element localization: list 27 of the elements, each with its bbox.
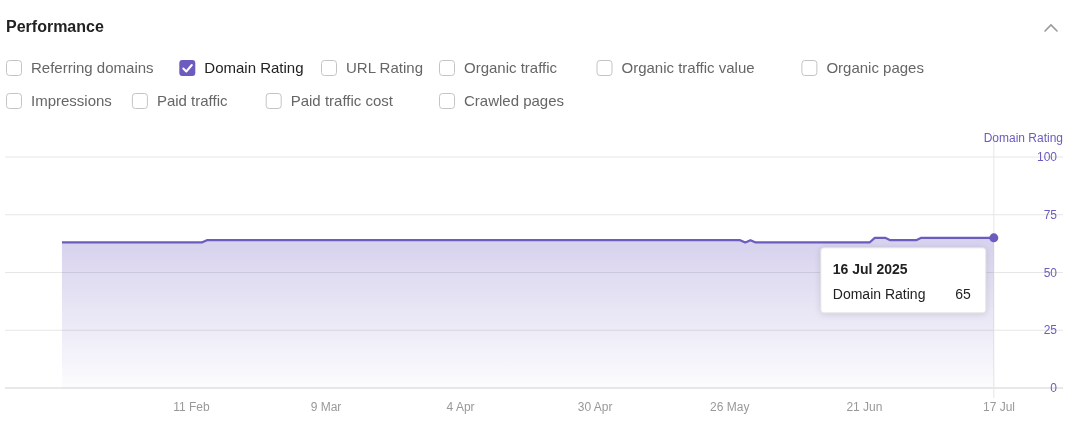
text: Crawled pages [464,92,565,109]
text: Paid traffic cost [290,92,394,109]
x-tick-label: 30 Apr [577,400,613,414]
y-tick-label: 0 [1050,381,1058,395]
x-tick-label: 4 Apr [446,400,475,414]
text: URL Rating [346,59,423,76]
x-tick-label: 9 Mar [310,400,342,414]
text: Organic traffic value [621,59,755,76]
text: Organic pages [826,59,924,76]
y-axis-title: Domain Rating [983,131,1063,145]
text: Organic traffic [464,59,558,76]
text: Domain Rating [832,285,926,302]
y-tick-label: 75 [1043,207,1058,222]
y-tick-label: 50 [1043,265,1058,280]
x-tick-label: 17 Jul [982,400,1016,414]
text: Paid traffic [156,92,228,109]
y-tick-label: 25 [1043,323,1058,338]
x-tick-label: 26 May [710,400,750,414]
text: Impressions [31,92,112,109]
x-tick-label: 21 Jun [846,400,883,414]
chart-title: Performance [6,18,104,35]
text: Referring domains [31,59,154,76]
annotation: 65 [955,285,972,302]
legend-label: Domain Rating [204,59,304,76]
annotation: 16 Jul 2025 [832,260,908,277]
y-tick-label: 100 [1036,150,1058,164]
x-tick-label: 11 Feb [173,400,210,414]
